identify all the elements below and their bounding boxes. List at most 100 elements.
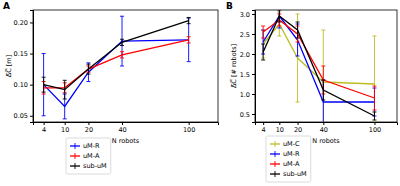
legend-swatch-bar xyxy=(275,151,276,157)
x-tick-label: 100 xyxy=(369,126,381,134)
plot-area xyxy=(42,16,191,119)
legend-item: sub-uM xyxy=(270,170,307,178)
legend-item: uM-R xyxy=(270,150,300,158)
error-cap xyxy=(42,94,46,95)
panel-label: B xyxy=(226,1,233,11)
x-tick-mark xyxy=(44,122,45,125)
y-axis: 0.05 0.10 0.15 0.20 xyxy=(14,11,34,123)
x-tick-label: 10 xyxy=(276,126,284,134)
x-tick-label: 10 xyxy=(61,126,69,134)
legend-item: uM-C xyxy=(270,140,300,148)
error-cap xyxy=(42,53,46,54)
error-cap xyxy=(296,42,300,43)
x-axis: 4102040100 xyxy=(34,122,219,134)
panel: 41020401000.51.01.52.02.53.0BN robotsΔ̅C… xyxy=(226,1,398,182)
x-tick: 40 xyxy=(320,122,328,134)
x-tick: 100 xyxy=(183,122,195,134)
legend-swatch-bar xyxy=(275,141,276,147)
error-cap xyxy=(321,80,325,81)
x-tick-mark xyxy=(279,122,280,125)
error-cap xyxy=(296,56,300,57)
y-tick-mark xyxy=(30,116,33,117)
error-cap xyxy=(277,36,281,37)
legend-item: uM-A xyxy=(270,160,300,168)
x-tick: 4 xyxy=(42,122,46,134)
y-axis-line xyxy=(252,11,256,123)
error-cap xyxy=(120,57,124,58)
legend-swatch-bar xyxy=(275,161,276,167)
error-cap xyxy=(120,66,124,67)
error-cap xyxy=(187,23,191,24)
error-cap xyxy=(120,16,124,17)
y-tick: 0.10 xyxy=(14,81,33,89)
panel-label: A xyxy=(3,1,10,11)
error-cap xyxy=(261,44,265,45)
y-tick-mark xyxy=(252,14,255,15)
error-cap xyxy=(372,112,376,113)
series xyxy=(261,10,376,120)
error-bar xyxy=(279,10,280,28)
legend-label: uM-C xyxy=(283,140,300,148)
error-cap xyxy=(372,36,376,37)
legend: uM-R uM-A sub-uM xyxy=(66,138,111,174)
error-cap xyxy=(261,38,265,39)
error-cap xyxy=(86,62,90,63)
legend-swatch-bar xyxy=(75,153,76,159)
y-axis-title: Δ̅C̅ [# robots] xyxy=(230,44,238,88)
series-line xyxy=(263,16,374,116)
error-cap xyxy=(277,22,281,23)
error-cap xyxy=(63,118,67,119)
y-tick-mark xyxy=(30,85,33,86)
plot-frame xyxy=(33,10,218,122)
error-cap xyxy=(187,61,191,62)
x-tick-mark xyxy=(323,122,324,125)
legend-label: uM-R xyxy=(83,142,100,150)
y-tick-label: 3.0 xyxy=(240,11,250,19)
error-cap xyxy=(120,39,124,40)
x-tick-label: 4 xyxy=(262,126,266,134)
y-tick: 1.5 xyxy=(240,71,255,79)
y-tick: 3.0 xyxy=(240,11,255,19)
y-tick-label: 0.15 xyxy=(14,50,28,58)
x-tick-mark xyxy=(189,122,190,125)
y-tick-label: 0.05 xyxy=(14,112,28,120)
series-line xyxy=(44,21,189,90)
error-cap xyxy=(321,100,325,101)
plot-area xyxy=(261,10,376,122)
error-cap xyxy=(187,36,191,37)
y-tick-label: 1.5 xyxy=(240,71,250,79)
x-tick: 20 xyxy=(294,122,302,134)
error-cap xyxy=(296,14,300,15)
error-bar xyxy=(122,16,123,66)
y-tick: 0.15 xyxy=(14,50,33,58)
y-tick-label: 1.0 xyxy=(240,91,250,99)
legend-item: sub-uM xyxy=(70,162,107,170)
y-tick: 2.0 xyxy=(240,51,255,59)
error-bar xyxy=(323,30,324,122)
error-cap xyxy=(277,28,281,29)
x-tick-label: 100 xyxy=(183,126,195,134)
y-tick-label: 0.10 xyxy=(14,81,28,89)
error-bar xyxy=(374,36,375,122)
error-bar xyxy=(88,63,89,82)
y-tick-mark xyxy=(30,54,33,55)
legend-item: uM-R xyxy=(70,142,100,150)
x-tick-label: 20 xyxy=(294,126,302,134)
y-tick: 0.05 xyxy=(14,112,33,120)
x-tick-mark xyxy=(65,122,66,125)
series-line xyxy=(263,20,374,98)
legend-label: uM-A xyxy=(83,152,100,160)
error-cap xyxy=(321,66,325,67)
y-tick: 0.20 xyxy=(14,19,33,27)
series-line xyxy=(44,40,189,107)
y-axis: 0.51.01.52.02.53.0 xyxy=(240,11,256,123)
x-axis: 4 10 20 40 100 xyxy=(256,122,398,134)
x-tick-label: 40 xyxy=(118,126,126,134)
error-cap xyxy=(187,42,191,43)
legend-swatch-bar xyxy=(75,143,76,149)
x-tick-label: 40 xyxy=(320,126,328,134)
legend-swatch-bar xyxy=(275,171,276,177)
error-cap xyxy=(277,10,281,11)
figure: 41020401000.050.100.150.20AN robotsΔ̅C̅ … xyxy=(0,0,400,186)
y-tick-label: 2.0 xyxy=(240,51,250,59)
